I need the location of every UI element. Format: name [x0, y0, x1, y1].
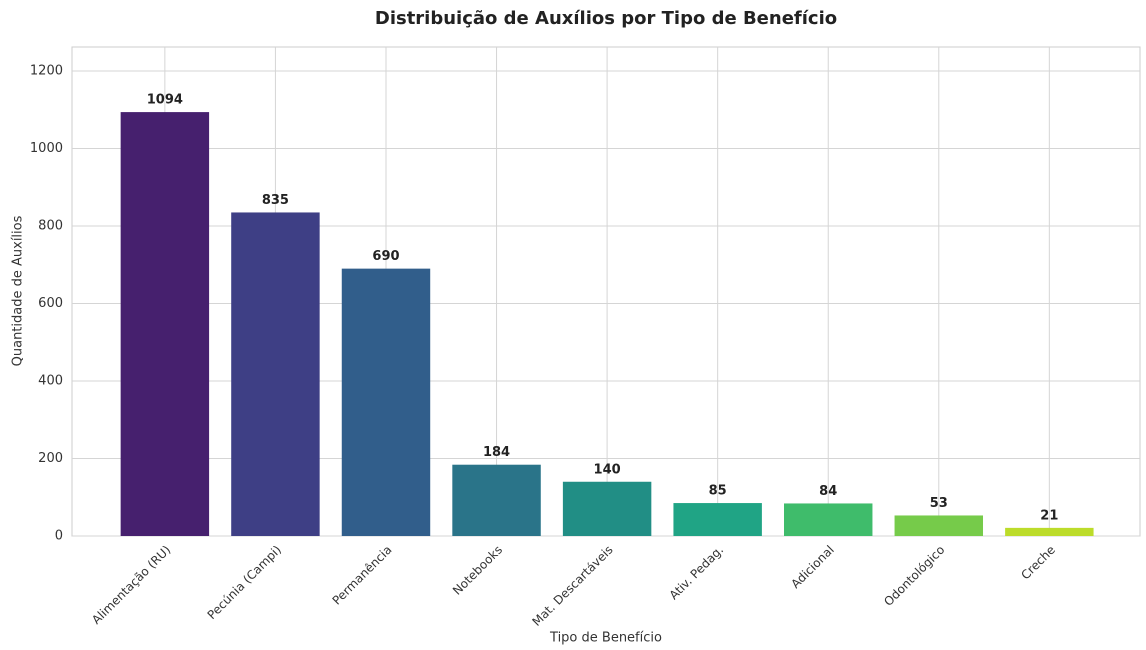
y-tick-label: 0 — [55, 529, 63, 544]
chart-title: Distribuição de Auxílios por Tipo de Ben… — [375, 8, 837, 29]
bar — [562, 481, 652, 536]
y-axis-label: Quantidade de Auxílios — [11, 215, 26, 366]
data-label: 690 — [372, 249, 399, 264]
bar — [1005, 527, 1094, 536]
y-tick-label: 200 — [38, 451, 63, 466]
x-tick-label: Creche — [1018, 543, 1058, 583]
x-tick-label: Permanência — [330, 543, 395, 608]
x-tick-label: Pecúnia (Campi) — [205, 543, 284, 622]
x-tick-label: Ativ. Pedag. — [667, 543, 727, 603]
x-tick-label: Odontológico — [881, 543, 947, 609]
x-axis-label: Tipo de Benefício — [549, 631, 662, 646]
data-label: 84 — [819, 484, 837, 499]
x-tick-label: Alimentação (RU) — [89, 543, 173, 627]
data-label: 21 — [1040, 508, 1058, 523]
x-tick-label: Adicional — [788, 543, 836, 591]
data-label: 140 — [594, 462, 621, 477]
y-tick-label: 1000 — [30, 141, 63, 156]
bar — [452, 464, 541, 536]
bar — [341, 268, 431, 536]
bar — [231, 212, 320, 536]
y-tick-label: 400 — [38, 374, 63, 389]
x-tick-label: Mat. Descartáveis — [529, 543, 615, 629]
data-label: 1094 — [147, 93, 183, 108]
bar — [894, 515, 984, 536]
data-label: 835 — [262, 193, 289, 208]
data-label: 184 — [483, 445, 510, 460]
data-label: 53 — [930, 496, 948, 511]
x-tick-label: Notebooks — [450, 543, 505, 598]
y-tick-label: 800 — [38, 219, 63, 234]
bar — [120, 112, 210, 536]
y-tick-label: 1200 — [30, 64, 63, 79]
bar — [784, 503, 873, 536]
y-tick-label: 600 — [38, 296, 63, 311]
data-label: 85 — [709, 484, 727, 499]
bar — [673, 503, 762, 536]
